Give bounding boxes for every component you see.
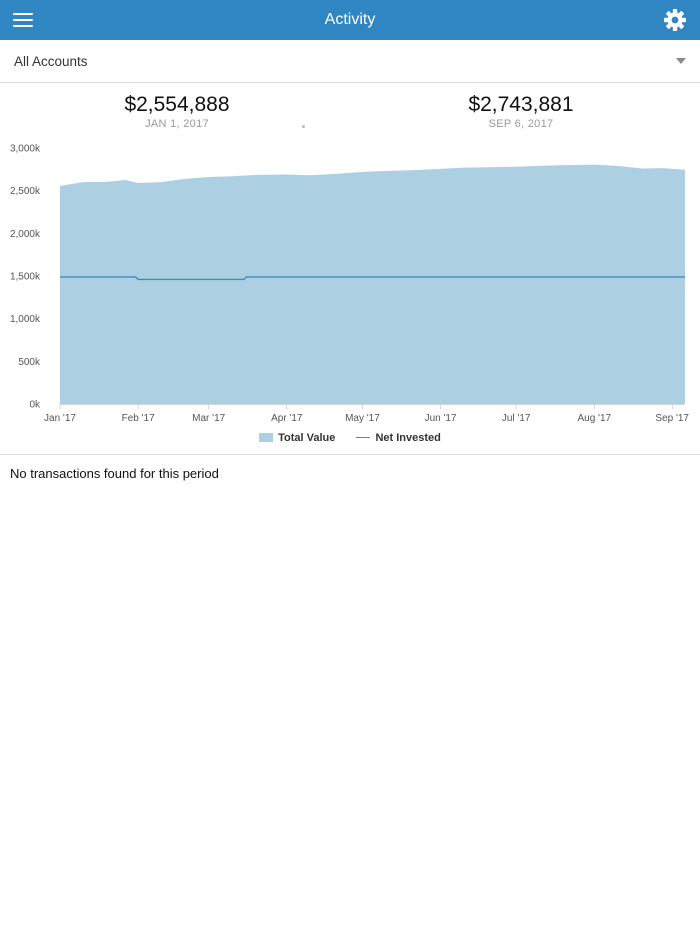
legend-label-net-invested: Net Invested — [375, 432, 441, 445]
page-title: Activity — [324, 11, 376, 28]
total-value-swatch — [259, 433, 274, 443]
gear-icon[interactable] — [664, 9, 686, 31]
caret-down-icon — [676, 58, 686, 64]
total-value-area — [60, 164, 685, 404]
start-value-summary: $2,554,888 JAN 1, 2017 — [77, 92, 277, 130]
x-tick-label: Jul '17 — [502, 413, 531, 424]
x-tick-label: Apr '17 — [271, 413, 303, 424]
top-navigation-bar: Activity — [0, 0, 700, 40]
y-tick-label: 1,500k — [10, 272, 41, 283]
chart-legend: Total Value Net Invested — [0, 432, 700, 446]
account-selector[interactable]: All Accounts — [0, 40, 700, 83]
activity-chart[interactable]: 0k 500k 1,000k 1,500k 2,000k 2,500k 3,000k Jan … — [0, 138, 700, 428]
x-tick-label: Sep '17 — [655, 413, 689, 424]
end-value-summary: $2,743,881 SEP 6, 2017 — [421, 92, 621, 130]
x-tick-label: Jan '17 — [44, 413, 76, 424]
y-tick-label: 0k — [29, 400, 41, 411]
x-tick-label: Aug '17 — [577, 413, 611, 424]
start-value-date: JAN 1, 2017 — [145, 118, 209, 130]
legend-item-net-invested[interactable]: Net Invested — [356, 432, 441, 445]
range-handle-dot — [302, 125, 305, 128]
y-tick-label: 500k — [18, 357, 41, 368]
x-tick-label: May '17 — [345, 413, 380, 424]
y-tick-label: 2,000k — [10, 229, 41, 240]
net-invested-swatch — [356, 437, 371, 439]
y-tick-label: 2,500k — [10, 186, 41, 197]
end-value-date: SEP 6, 2017 — [488, 118, 554, 130]
x-tick-label: Feb '17 — [122, 413, 155, 424]
legend-label-total-value: Total Value — [278, 432, 336, 445]
x-tick-label: Jun '17 — [425, 413, 457, 424]
start-value-amount: $2,554,888 — [124, 93, 230, 116]
x-tick-label: Mar '17 — [192, 413, 225, 424]
end-value-amount: $2,743,881 — [468, 93, 574, 116]
empty-transactions-message: No transactions found for this period — [10, 466, 219, 481]
account-selector-label: All Accounts — [14, 54, 88, 69]
y-tick-label: 3,000k — [10, 144, 41, 155]
net-invested-line — [60, 276, 685, 281]
hamburger-menu-icon[interactable] — [13, 11, 35, 29]
y-tick-label: 1,000k — [10, 314, 41, 325]
section-divider — [0, 454, 700, 455]
legend-item-total-value[interactable]: Total Value — [259, 432, 335, 444]
